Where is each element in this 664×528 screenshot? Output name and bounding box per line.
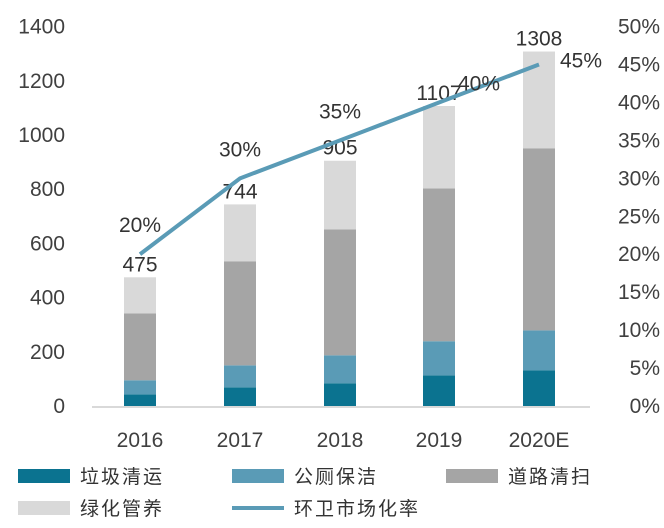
legend-swatch xyxy=(232,468,284,483)
line-label: 35% xyxy=(319,100,361,123)
bar-segment xyxy=(224,204,256,262)
x-tick-label: 2018 xyxy=(317,429,364,452)
y2-tick-label: 10% xyxy=(618,319,660,342)
x-tick-label: 2019 xyxy=(416,429,463,452)
legend-item-3: 绿化管养 xyxy=(18,494,164,521)
total-label: 1308 xyxy=(516,28,563,51)
line-label: 40% xyxy=(458,72,500,95)
bar-segment xyxy=(523,330,555,371)
y2-tick-label: 15% xyxy=(618,281,660,304)
y-tick-label: 1200 xyxy=(18,70,65,93)
y-tick-label: 0 xyxy=(53,395,65,418)
bar-segment xyxy=(423,341,455,376)
line-label: 45% xyxy=(560,50,602,73)
total-label: 744 xyxy=(222,180,257,203)
legend-label: 绿化管养 xyxy=(80,498,165,520)
legend-swatch xyxy=(18,468,70,483)
bar-segment xyxy=(423,106,455,189)
y2-tick-label: 25% xyxy=(618,205,660,228)
bar-segment xyxy=(224,261,256,366)
x-tick-label: 2017 xyxy=(217,429,264,452)
legend-label: 垃圾清运 xyxy=(80,466,165,488)
chart-svg: 0 200 400 600 800 1000 1200 1400 0% 5% 10% 15% 20% 25… xyxy=(18,16,660,452)
y2-tick-label: 45% xyxy=(618,54,660,77)
legend-label: 公厕保洁 xyxy=(294,466,379,488)
bar-segment xyxy=(324,355,356,384)
total-label: 475 xyxy=(122,253,157,276)
y2-tick-label: 30% xyxy=(618,167,660,190)
legend-swatch xyxy=(18,500,70,515)
y-tick-label: 1000 xyxy=(18,124,65,147)
y2-tick-label: 5% xyxy=(630,357,660,380)
y-tick-label: 800 xyxy=(30,178,65,201)
bar-segment xyxy=(124,380,156,395)
legend-label: 环卫市场化率 xyxy=(294,498,421,520)
bar-segment xyxy=(324,160,356,230)
y2-tick-label: 20% xyxy=(618,243,660,266)
legend-item-0: 垃圾清运 xyxy=(18,462,164,489)
bar-segment xyxy=(124,313,156,381)
bar-segment xyxy=(423,375,455,406)
line-series xyxy=(138,62,540,256)
legend-label: 道路清扫 xyxy=(508,466,593,488)
legend-item-2: 道路清扫 xyxy=(446,462,592,489)
y-tick-label: 200 xyxy=(30,341,65,364)
bar-segment xyxy=(124,394,156,406)
bar-segment xyxy=(523,148,555,331)
y2-tick-label: 50% xyxy=(618,16,660,39)
bar-segment xyxy=(324,383,356,406)
bar-segment xyxy=(224,387,256,406)
bar-segment xyxy=(324,229,356,356)
legend-item-1: 公厕保洁 xyxy=(232,462,378,489)
bar-segment xyxy=(224,365,256,388)
bar-segment xyxy=(124,277,156,314)
y2-tick-label: 35% xyxy=(618,129,660,152)
line-label: 20% xyxy=(119,214,161,237)
legend-line xyxy=(232,505,284,510)
line-label: 30% xyxy=(219,138,261,161)
y2-tick-label: 0% xyxy=(630,395,660,418)
legend-swatch xyxy=(446,468,498,483)
y2-tick-label: 40% xyxy=(618,91,660,114)
bar-segment xyxy=(523,370,555,406)
y-tick-label: 1400 xyxy=(18,16,65,39)
x-tick-label: 2020E xyxy=(509,429,570,452)
y-tick-label: 400 xyxy=(30,287,65,310)
y-tick-label: 600 xyxy=(30,232,65,255)
bar-segment xyxy=(423,188,455,342)
legend-item-line: 环卫市场化率 xyxy=(232,494,420,521)
x-tick-label: 2016 xyxy=(117,429,164,452)
